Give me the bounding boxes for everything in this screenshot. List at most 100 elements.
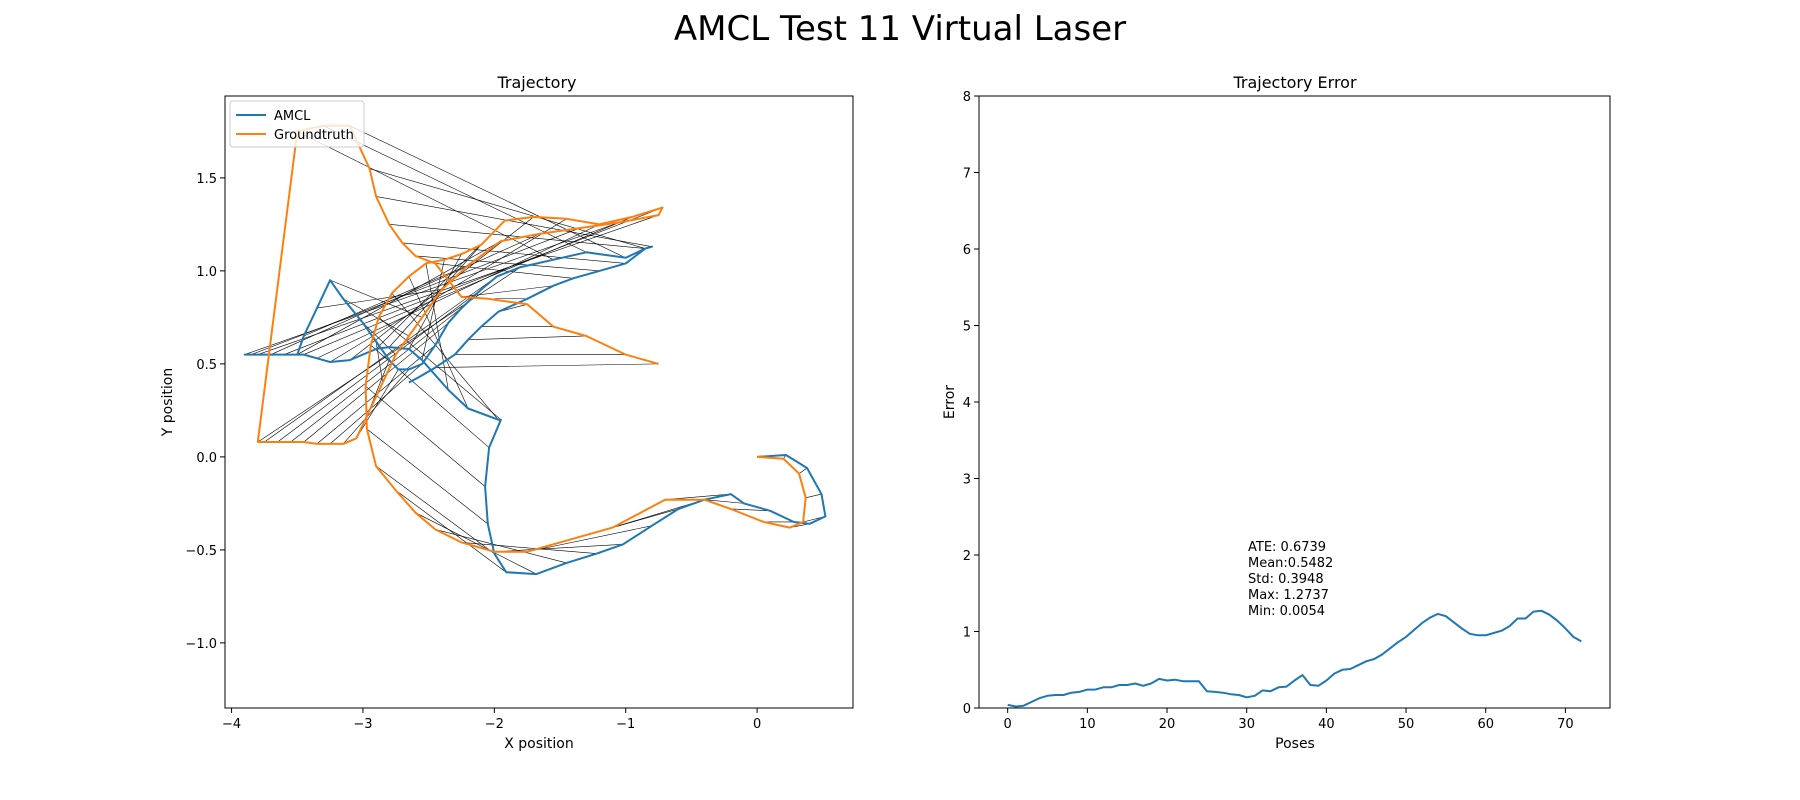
correspondence-line xyxy=(365,385,486,487)
correspondence-line xyxy=(369,168,646,249)
x-tick-label: −3 xyxy=(353,717,372,732)
stat-mean: Mean:0.5482 xyxy=(1248,556,1333,571)
error-ylabel: Error xyxy=(942,385,958,419)
trajectory-ylabel: Y position xyxy=(160,368,176,437)
correspondence-line xyxy=(329,218,567,363)
legend: AMCL Groundtruth xyxy=(229,100,365,148)
correspondence-line xyxy=(257,266,521,443)
correspondence-line xyxy=(395,490,507,573)
correspondence-line xyxy=(323,125,587,253)
correspondence-line xyxy=(494,544,624,553)
trajectory-series xyxy=(243,124,827,576)
correspondence-line xyxy=(362,322,397,355)
series-line-error xyxy=(1007,609,1582,708)
correspondence-line xyxy=(389,224,646,249)
error-panel: Trajectory Error 0 10 20 30 40 50 60 70 0 1 2 3 4 5 6 7… xyxy=(942,73,1611,752)
x-tick-label: 20 xyxy=(1159,717,1176,732)
x-tick-label: 40 xyxy=(1318,717,1335,732)
correspondence-line xyxy=(303,216,633,355)
x-tick-label: 60 xyxy=(1477,717,1494,732)
trajectory-ticks: −4 −3 −2 −1 0 −1.0 −0.5 0.0 0.5 1.0 1.5 xyxy=(185,172,761,732)
correspondence-line xyxy=(805,493,822,499)
correspondence-line xyxy=(329,363,423,445)
x-tick-label: −4 xyxy=(222,717,241,732)
stat-min: Min: 0.0054 xyxy=(1248,604,1325,619)
correspondence-line xyxy=(343,369,410,445)
correspondence-line xyxy=(349,125,626,259)
correspondence-line xyxy=(468,335,587,340)
error-xlabel: Poses xyxy=(1275,736,1315,752)
trajectory-title: Trajectory xyxy=(497,73,577,92)
x-tick-label: 70 xyxy=(1557,717,1574,732)
y-tick-label: 3 xyxy=(963,473,971,488)
correspondence-line xyxy=(343,298,410,337)
correspondence-line xyxy=(297,131,554,260)
error-title: Trajectory Error xyxy=(1232,73,1357,92)
error-ticks: 0 10 20 30 40 50 60 70 0 1 2 3 4 5 6 7 8 xyxy=(963,90,1574,732)
correspondence-line xyxy=(704,499,744,504)
correspondence-line xyxy=(402,242,626,264)
figure-title: AMCL Test 11 Virtual Laser xyxy=(674,9,1126,49)
correspondence-line xyxy=(329,279,423,318)
y-tick-label: 0 xyxy=(963,702,971,717)
trajectory-axes-frame xyxy=(224,95,854,709)
y-tick-label: 1.0 xyxy=(196,265,217,280)
correspondence-lines xyxy=(244,125,826,575)
y-tick-label: −0.5 xyxy=(185,544,217,559)
x-tick-label: 30 xyxy=(1238,717,1255,732)
correspondence-line xyxy=(277,289,482,443)
correspondence-line xyxy=(264,276,498,443)
y-tick-label: −1.0 xyxy=(185,637,217,652)
correspondence-line xyxy=(415,512,537,575)
stat-std: Std: 0.3948 xyxy=(1248,572,1324,587)
error-series xyxy=(1007,609,1582,708)
y-tick-label: 1.5 xyxy=(196,172,217,187)
correspondence-line xyxy=(257,214,659,355)
x-tick-label: 0 xyxy=(1004,717,1012,732)
correspondence-line xyxy=(421,259,445,361)
correspondence-line xyxy=(435,363,659,368)
x-tick-label: −2 xyxy=(485,717,504,732)
y-tick-label: 0.0 xyxy=(196,451,217,466)
y-tick-label: 6 xyxy=(963,243,971,258)
correspondence-line xyxy=(798,467,808,474)
correspondence-line xyxy=(425,263,449,390)
y-tick-label: 5 xyxy=(963,320,971,335)
correspondence-line xyxy=(303,265,469,337)
stat-ate: ATE: 0.6739 xyxy=(1248,540,1326,555)
correspondence-line xyxy=(461,542,597,554)
correspondence-line xyxy=(290,307,462,443)
y-tick-label: 7 xyxy=(963,167,971,182)
correspondence-line xyxy=(251,227,580,355)
x-tick-label: −1 xyxy=(616,717,635,732)
x-tick-label: 0 xyxy=(753,717,761,732)
trajectory-xlabel: X position xyxy=(504,736,574,752)
y-tick-label: 8 xyxy=(963,90,971,105)
correspondence-line xyxy=(435,529,567,564)
correspondence-line xyxy=(461,285,554,298)
x-tick-label: 50 xyxy=(1398,717,1415,732)
correspondence-line xyxy=(244,222,620,355)
correspondence-line xyxy=(376,196,653,247)
series-line-groundtruth xyxy=(256,124,807,553)
correspondence-line xyxy=(378,317,502,420)
y-tick-label: 2 xyxy=(963,549,971,564)
stats-annotation: ATE: 0.6739 Mean:0.5482 Std: 0.3948 Max:… xyxy=(1248,540,1333,619)
correspondence-line xyxy=(366,428,488,525)
correspondence-line xyxy=(356,369,399,439)
stat-max: Max: 1.2737 xyxy=(1248,588,1329,603)
correspondence-line xyxy=(316,289,442,309)
legend-box xyxy=(229,100,365,148)
legend-label-amcl: AMCL xyxy=(274,109,311,124)
correspondence-line xyxy=(730,508,771,512)
y-tick-label: 4 xyxy=(963,396,971,411)
series-line-amcl xyxy=(243,245,827,576)
y-tick-label: 0.5 xyxy=(196,358,217,373)
correspondence-line xyxy=(435,263,574,279)
correspondence-line xyxy=(303,322,449,443)
correspondence-line xyxy=(527,525,653,553)
correspondence-line xyxy=(284,207,663,355)
x-tick-label: 10 xyxy=(1079,717,1096,732)
y-tick-label: 1 xyxy=(963,626,971,641)
